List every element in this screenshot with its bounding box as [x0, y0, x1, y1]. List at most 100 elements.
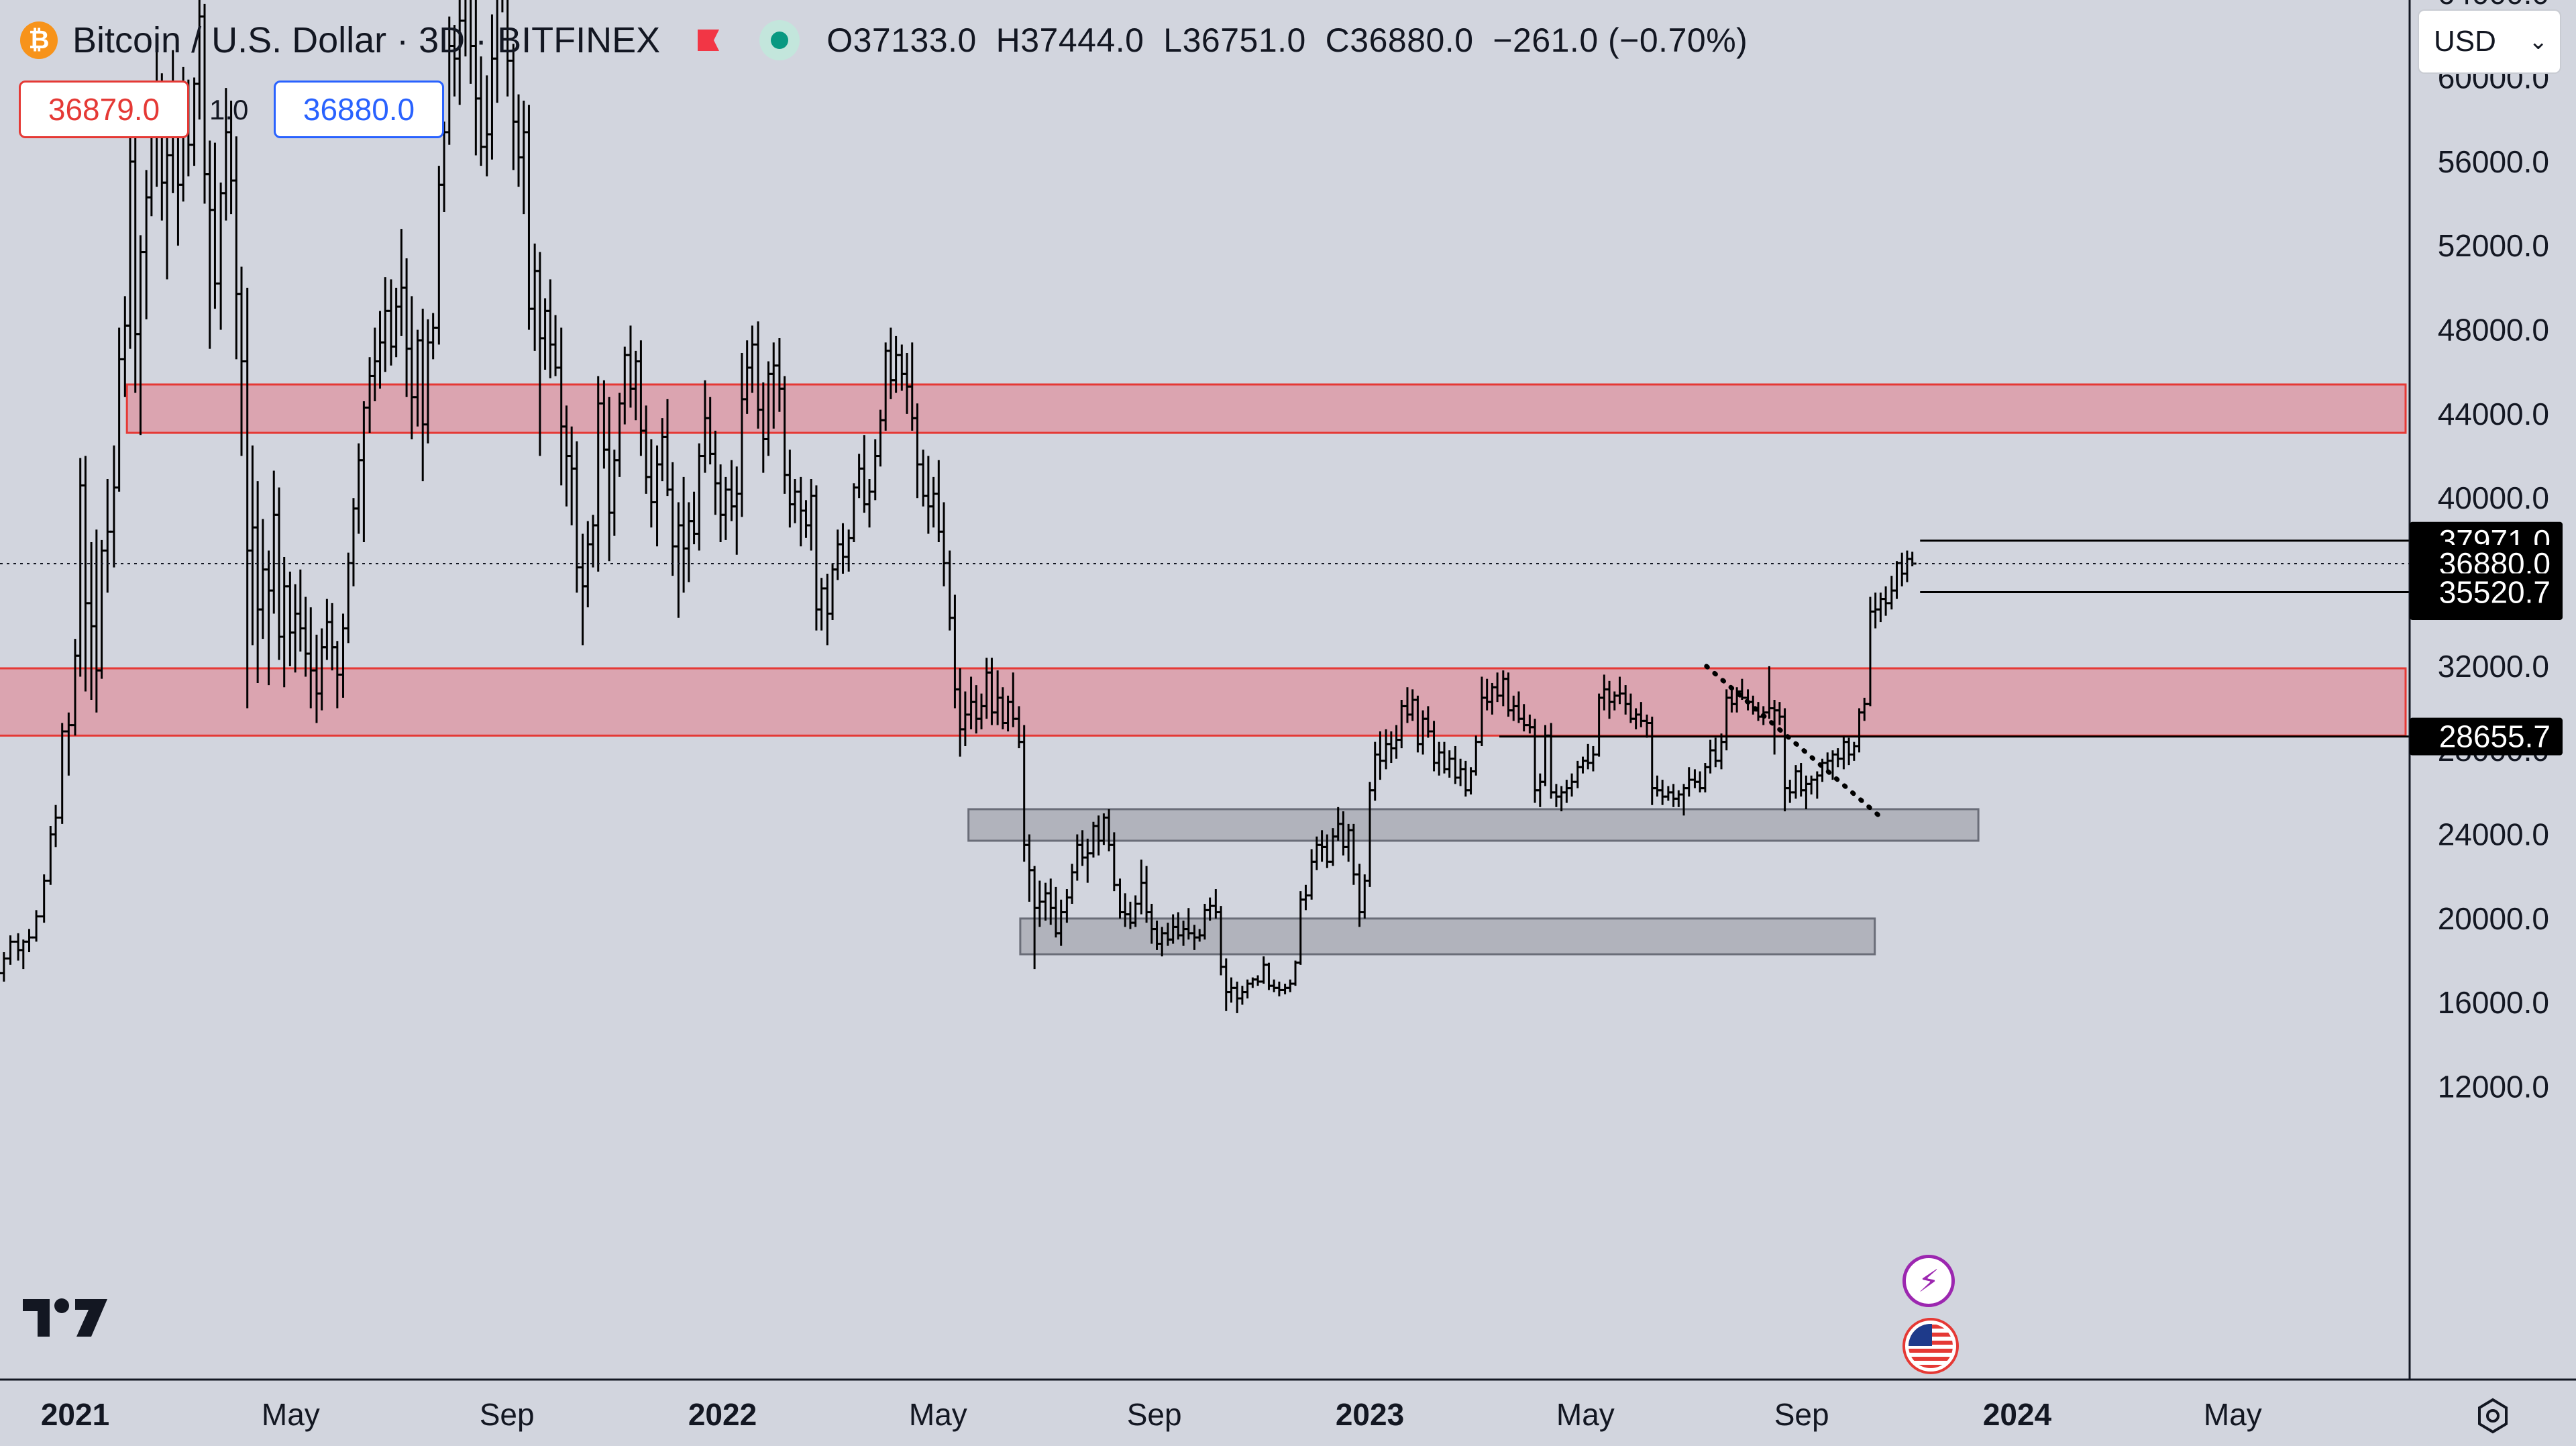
close-value: 36880.0: [1350, 21, 1474, 59]
ohlc-bar: [1871, 592, 1880, 629]
price-label-box: [2410, 717, 2563, 756]
sell-button[interactable]: 36879.0: [19, 81, 189, 138]
ohlc-bar: [435, 166, 443, 345]
time-tick-label: Sep: [1774, 1397, 1829, 1432]
ohlc-bar: [1664, 786, 1672, 801]
time-tick-label: 2024: [1983, 1397, 2052, 1432]
ohlc-bar: [344, 552, 353, 643]
buy-button[interactable]: 36880.0: [274, 81, 444, 138]
ohlc-bar: [103, 478, 112, 593]
ohlc-bar: [354, 443, 363, 534]
ohlc-bar: [519, 100, 528, 215]
ohlc-bar: [578, 533, 587, 645]
ohlc-bar: [1286, 979, 1295, 992]
ohlc-bar: [461, 0, 467, 57]
time-tick-label: Sep: [1127, 1397, 1182, 1432]
time-tick-label: May: [2204, 1397, 2262, 1432]
ohlc-bar: [721, 476, 730, 540]
ohlc-bar: [1445, 750, 1454, 778]
ohlc-bar: [525, 105, 533, 330]
ohlc-bar: [97, 539, 106, 679]
open-value: 37133.0: [853, 21, 977, 59]
ohlc-bar: [1435, 741, 1444, 776]
ohlc-bar: [381, 277, 390, 372]
ohlc-bar: [243, 287, 252, 709]
ohlc-bar: [1041, 882, 1050, 921]
ohlc-bar: [1717, 733, 1725, 770]
ohlc-bar: [684, 502, 693, 582]
ohlc-bar: [109, 445, 118, 568]
ohlc-bar: [1307, 849, 1316, 900]
ohlc-bar: [796, 476, 805, 547]
ohlc-bar: [541, 298, 549, 370]
change-value: −261.0 (−0.70%): [1493, 21, 1748, 59]
ohlc-bar: [589, 515, 597, 568]
ohlc-bar: [429, 313, 437, 360]
ohlc-bar: [115, 327, 123, 492]
ohlc-bar: [217, 183, 225, 330]
tradingview-logo-icon[interactable]: [23, 1295, 107, 1342]
ohlc-bar: [1887, 576, 1896, 610]
symbol-header: ₿ Bitcoin / U.S. Dollar · 3D · BITFINEX …: [20, 12, 1748, 68]
ohlc-bar: [823, 574, 832, 645]
order-quantity[interactable]: 1.0: [209, 94, 249, 125]
ohlc-bar: [1456, 758, 1465, 786]
ohlc-bar: [833, 529, 842, 580]
ohlc-bar: [254, 481, 262, 683]
ohlc-bar: [1068, 864, 1077, 904]
ohlc-bar: [392, 287, 400, 358]
ohlc-bar: [264, 550, 273, 686]
currency-select[interactable]: USD ⌄: [2418, 9, 2561, 74]
ohlc-bar: [1222, 958, 1230, 1011]
ohlc-bar: [802, 500, 810, 538]
ohlc-bar: [1573, 760, 1582, 788]
ohlc-bar: [1270, 979, 1279, 992]
ohlc-bar: [940, 502, 949, 586]
symbol-title[interactable]: Bitcoin / U.S. Dollar · 3D · BITFINEX: [72, 20, 661, 60]
ohlc-bar: [849, 483, 858, 543]
gear-icon[interactable]: [2474, 1397, 2512, 1435]
price-tick-label: 24000.0: [2438, 817, 2549, 852]
currency-label: USD: [2434, 25, 2496, 58]
ohlc-bar: [1376, 731, 1385, 780]
time-tick-label: May: [262, 1397, 320, 1432]
ohlc-bar: [791, 478, 800, 523]
ohlc-bar: [1876, 592, 1885, 623]
ohlc-bar: [653, 445, 661, 547]
ohlc-bar: [190, 77, 199, 166]
us-flag-icon[interactable]: [1902, 1318, 1959, 1374]
ohlc-bar: [121, 296, 129, 397]
ohlc-bar: [81, 456, 90, 692]
ohlc-bar: [52, 805, 60, 847]
ohlc-bar: [1205, 897, 1214, 921]
ohlc-bar: [1807, 775, 1816, 795]
ohlc-bar: [1291, 960, 1300, 986]
flag-icon[interactable]: [695, 27, 722, 54]
ohlc-bar: [58, 723, 66, 824]
ohlc-bar: [1281, 984, 1289, 994]
ohlc-bar: [786, 450, 794, 528]
ohlc-bar: [376, 311, 384, 389]
ohlc-bar: [733, 466, 741, 555]
low-label: L: [1163, 21, 1183, 59]
ohlc-bar: [855, 454, 863, 499]
plot-area: [0, 0, 2410, 1013]
price-label-text: 28655.7: [2439, 719, 2551, 754]
support-zone-2: [967, 808, 1980, 842]
ohlc-bar: [1568, 773, 1576, 797]
price-label-box: [2410, 573, 2563, 611]
trendline: [1704, 664, 1884, 820]
price-tick-label: 32000.0: [2438, 649, 2549, 684]
price-tick-label: 64000.0: [2438, 0, 2549, 11]
economic-event-icon[interactable]: ⚡: [1902, 1255, 1955, 1307]
ohlc-values: O37133.0 H37444.0 L36751.0 C36880.0 −261…: [826, 21, 1748, 60]
market-status-icon[interactable]: [759, 20, 800, 60]
ohlc-bar: [349, 498, 358, 586]
ohlc-bar: [0, 952, 8, 982]
ohlc-bar: [397, 229, 406, 336]
ohlc-bar: [32, 910, 41, 942]
ohlc-bar: [126, 113, 135, 349]
ohlc-bar: [386, 279, 395, 366]
ohlc-bar: [1142, 866, 1151, 923]
